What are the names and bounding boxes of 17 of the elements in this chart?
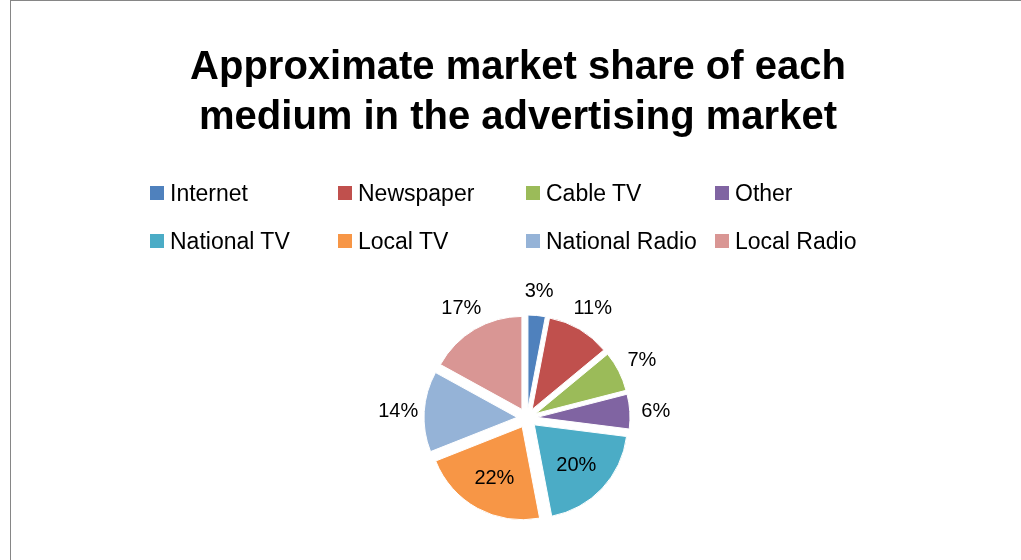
legend-label: Internet bbox=[170, 180, 249, 206]
legend-label: Cable TV bbox=[546, 180, 643, 206]
legend-label: Newspaper bbox=[358, 180, 475, 206]
legend-label: National TV bbox=[170, 228, 291, 254]
legend-label: National Radio bbox=[546, 228, 697, 254]
data-label: 17% bbox=[441, 295, 482, 318]
data-label: 11% bbox=[573, 295, 613, 318]
data-label: 22% bbox=[474, 466, 515, 489]
data-label: 7% bbox=[627, 348, 657, 371]
legend-label: Local Radio bbox=[735, 228, 857, 254]
chart-title: Approximate market share of each medium in the advertising market bbox=[190, 43, 846, 137]
data-label: 6% bbox=[641, 398, 671, 421]
data-label: 14% bbox=[378, 398, 419, 421]
legend-label: Other bbox=[735, 180, 793, 206]
data-label: 20% bbox=[556, 453, 597, 476]
legend-label: Local TV bbox=[358, 228, 450, 254]
data-label: 3% bbox=[524, 278, 554, 301]
